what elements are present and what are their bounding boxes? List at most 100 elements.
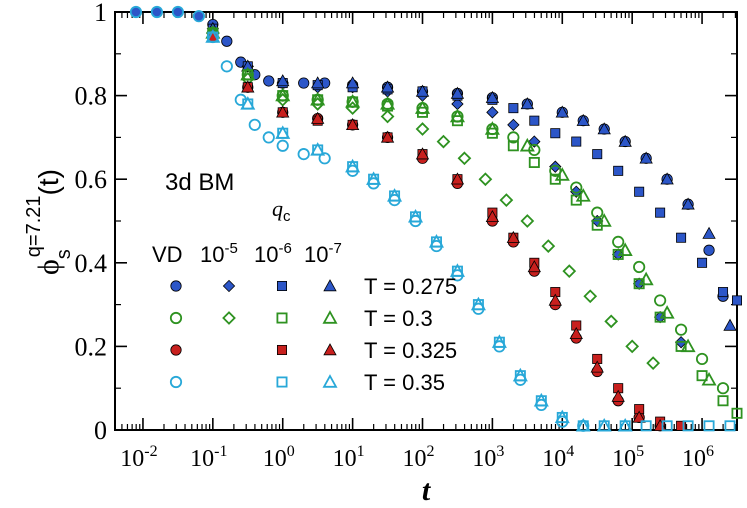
data-point [457, 151, 472, 166]
legend-column-label: VD [152, 242, 183, 267]
data-point [597, 122, 611, 135]
data-point [150, 5, 164, 19]
data-point [318, 152, 331, 165]
data-point [554, 167, 570, 181]
data-point [611, 389, 625, 402]
data-point [618, 134, 632, 147]
data-point [639, 151, 653, 164]
data-point [569, 327, 583, 340]
data-point [640, 420, 652, 432]
x-axis-label: t [422, 474, 432, 507]
legend-column-label: 10-7 [304, 240, 342, 267]
data-point [499, 193, 514, 207]
data-point [512, 367, 528, 382]
data-point [486, 106, 499, 119]
legend-marker [170, 344, 182, 356]
data-point [695, 352, 709, 366]
data-point [220, 60, 233, 73]
data-point [262, 131, 275, 144]
data-point [298, 77, 310, 89]
legend-marker [322, 374, 338, 388]
y-tick-label: 1 [94, 0, 107, 27]
y-axis-label-sub: s [53, 249, 75, 259]
legend-layer: VD 10-5 10-6 10-7 T = 0.275 T = 0.3 T = 0.325 T… [152, 240, 457, 395]
data-point [723, 318, 737, 331]
data-point [590, 360, 604, 373]
data-point [717, 395, 729, 407]
data-point [612, 235, 625, 248]
data-point [415, 84, 430, 97]
x-tick-label: 105 [612, 443, 644, 472]
data-point [428, 234, 445, 248]
data-point [548, 293, 562, 306]
data-point [617, 417, 633, 432]
x-tick-label: 106 [682, 443, 714, 472]
data-point [507, 131, 520, 144]
series-0.35-VD [129, 5, 590, 432]
data-point [449, 108, 465, 123]
series-0.35-1e-7 [205, 29, 633, 432]
legend-row-label: T = 0.325 [364, 338, 457, 363]
data-point [718, 287, 729, 298]
data-point [529, 115, 540, 126]
data-point [240, 66, 256, 81]
x-tick-label: 10-2 [120, 443, 157, 472]
data-point [415, 147, 430, 160]
x-tick-label: 104 [542, 443, 574, 472]
legend-marker [222, 311, 236, 325]
data-point [276, 139, 289, 152]
data-point [528, 135, 541, 148]
x-tick-label: 102 [403, 443, 435, 472]
data-point [632, 410, 646, 423]
legend-marker [323, 343, 337, 356]
data-point [380, 109, 395, 124]
data-point [241, 80, 255, 93]
data-point [570, 181, 583, 194]
data-point [596, 417, 612, 432]
legend-qc-label: qc [272, 196, 291, 225]
y-axis-label: ϕs q=7.21(t) [23, 169, 75, 275]
data-point [575, 417, 591, 432]
y-tick-label: 0.6 [75, 165, 108, 194]
legend-marker [322, 310, 338, 324]
data-point [681, 197, 695, 210]
data-point [575, 188, 591, 202]
data-point [571, 136, 582, 147]
data-point [263, 75, 275, 87]
data-point [485, 90, 500, 103]
x-tick-label: 101 [333, 443, 365, 472]
data-point [491, 334, 507, 348]
y-axis-label-sup: q=7.21 [23, 195, 45, 257]
data-point [508, 103, 519, 114]
data-point [613, 165, 624, 176]
data-point [276, 74, 290, 87]
data-point [192, 10, 205, 23]
legend-marker [276, 280, 287, 291]
data-point [275, 87, 291, 102]
data-point [731, 407, 743, 419]
data-point [654, 294, 667, 307]
data-point [634, 186, 645, 197]
data-point [470, 296, 486, 311]
data-point [415, 122, 430, 136]
legend-row-label: T = 0.35 [364, 370, 445, 395]
series-0.275-1e-5 [206, 22, 688, 349]
data-point [221, 35, 233, 47]
data-point [592, 149, 603, 160]
data-point [554, 409, 570, 424]
legend-marker [323, 279, 337, 292]
ticks-layer: 10-2 10-1 100 101 102 103 104 105 106 0 0.2 0.4 0.6 0… [75, 0, 737, 472]
data-point [702, 226, 716, 239]
data-point [129, 5, 143, 19]
data-point [550, 128, 561, 139]
data-point [682, 420, 694, 432]
data-point [310, 91, 326, 106]
data-point [380, 130, 395, 143]
y-tick-label: 0.4 [75, 249, 108, 278]
x-tick-label: 10-1 [190, 443, 227, 472]
annotation-label: 3d BM [165, 169, 234, 196]
data-point [638, 271, 654, 286]
data-point [310, 111, 325, 124]
legend-marker [169, 375, 183, 389]
